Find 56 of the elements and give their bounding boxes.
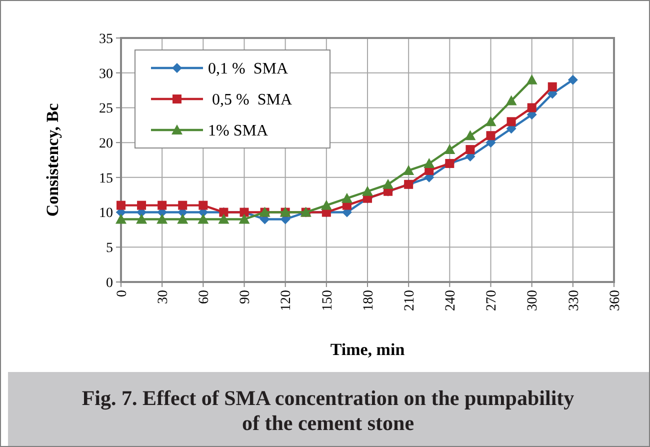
- x-tick-label: 300: [526, 290, 541, 311]
- y-tick-label: 30: [99, 66, 113, 82]
- point: [444, 144, 456, 154]
- x-tick-label: 270: [484, 290, 500, 311]
- y-axis-title: Consistency, Bc: [43, 102, 62, 217]
- legend-label: 0,5 % SMA: [208, 92, 292, 109]
- point: [527, 103, 536, 112]
- point: [382, 178, 394, 189]
- point: [156, 214, 168, 224]
- x-tick-label: 90: [238, 290, 254, 304]
- point: [568, 74, 578, 85]
- text: Fig. 7. Effect of SMA concentration on the pumpability of the cement stone: [82, 386, 575, 435]
- x-tick-label: 240: [444, 290, 459, 311]
- point: [177, 214, 188, 224]
- x-axis-title: Time, min: [330, 340, 406, 359]
- point: [320, 200, 332, 210]
- point: [526, 74, 538, 84]
- legend-label: 0,1 % SMA: [208, 60, 288, 78]
- point: [506, 95, 517, 106]
- point: [198, 214, 209, 224]
- point: [506, 117, 516, 126]
- x-tick-label: 330: [566, 290, 582, 311]
- y-tick-label: 5: [106, 241, 113, 256]
- point: [218, 214, 230, 224]
- x-tick-label: 60: [197, 290, 212, 304]
- legend-label: 1% SMA: [208, 122, 268, 140]
- y-tick-label: 35: [99, 32, 113, 47]
- point: [485, 116, 496, 126]
- point: [116, 200, 126, 210]
- y-tick-label: 10: [99, 206, 113, 222]
- point: [341, 192, 352, 203]
- point: [403, 164, 414, 175]
- x-tick-label: 0: [114, 290, 130, 297]
- point: [486, 131, 496, 140]
- y-tick-label: 25: [99, 102, 113, 117]
- point: [238, 214, 250, 224]
- y-tick-label: 0: [106, 276, 113, 291]
- point: [548, 82, 557, 92]
- x-tick-label: 30: [156, 290, 171, 304]
- y-tick-label: 20: [99, 136, 113, 152]
- point: [137, 200, 146, 210]
- x-tick-label: 210: [402, 290, 418, 311]
- point: [136, 214, 148, 224]
- x-tick-label: 120: [279, 290, 294, 311]
- y-tick-label: 15: [99, 171, 113, 186]
- point: [424, 158, 435, 168]
- x-tick-label: 180: [361, 290, 376, 311]
- point: [178, 200, 188, 210]
- point: [158, 200, 167, 210]
- point: [362, 186, 373, 196]
- point: [466, 145, 475, 154]
- point: [198, 200, 208, 210]
- point: [464, 130, 476, 140]
- point: [116, 214, 126, 224]
- x-tick-label: 150: [320, 290, 336, 311]
- x-tick-label: 360: [608, 290, 623, 311]
